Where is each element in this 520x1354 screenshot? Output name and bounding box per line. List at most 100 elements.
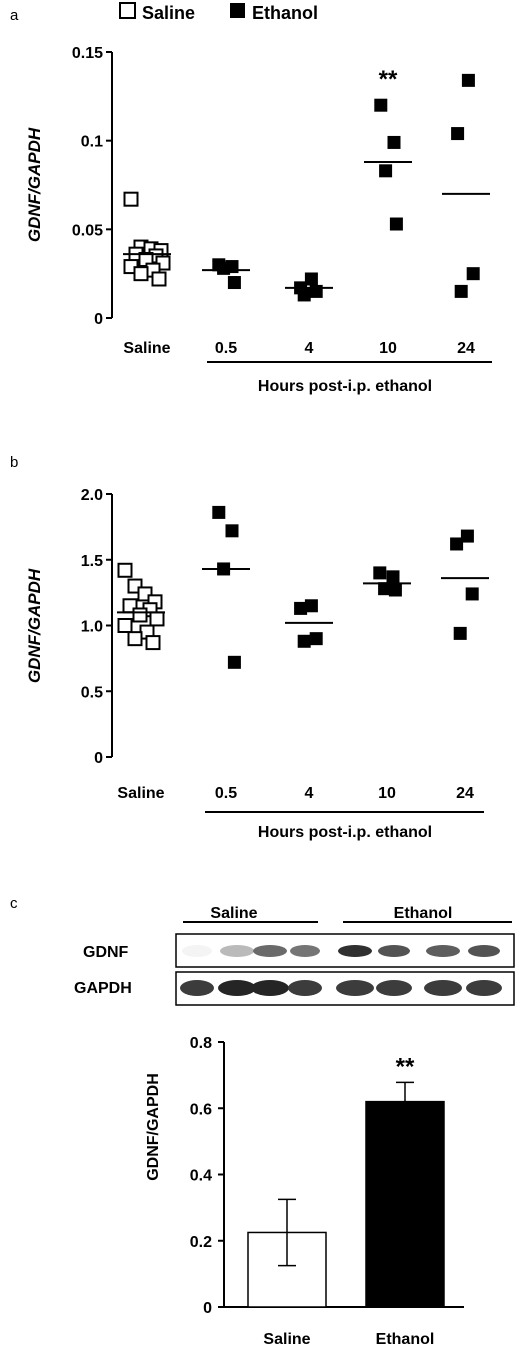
panel-b-y-axis-label: GDNF/GAPDH bbox=[25, 568, 44, 683]
panel-letter-b: b bbox=[10, 454, 18, 471]
legend-label-saline: Saline bbox=[142, 3, 195, 23]
panel-b-point-ethanol bbox=[453, 626, 467, 640]
panel-c-y-tick-label: 0.8 bbox=[190, 1035, 212, 1052]
panel-b-point-ethanol bbox=[465, 587, 479, 601]
panel-b-point-ethanol bbox=[304, 599, 318, 613]
blot-band-gapdh bbox=[288, 980, 322, 996]
blot-band-gdnf bbox=[338, 945, 372, 957]
panel-a-significance-label: ** bbox=[379, 66, 398, 93]
panel-a-point-ethanol bbox=[304, 272, 318, 286]
panel-c-x-tick-label: Saline bbox=[263, 1331, 310, 1348]
panel-b-point-saline bbox=[117, 562, 133, 578]
panel-b-point-ethanol bbox=[450, 537, 464, 551]
panel-c-y-tick-label: 0.4 bbox=[190, 1168, 212, 1185]
panel-b-y-tick-label: 0.5 bbox=[81, 684, 103, 701]
panel-b-point-ethanol bbox=[227, 655, 241, 669]
panel-b-point-ethanol bbox=[212, 505, 226, 519]
panel-a-group-label: Hours post-i.p. ethanol bbox=[258, 378, 432, 395]
blot-band-gdnf bbox=[182, 945, 212, 957]
panel-b-point-ethanol bbox=[460, 529, 474, 543]
panel-a-point-ethanol bbox=[309, 284, 323, 298]
panel-b-point-ethanol bbox=[297, 634, 311, 648]
panel-b-y-tick-label: 0 bbox=[94, 750, 103, 767]
blot-band-gdnf bbox=[220, 945, 254, 957]
panel-a-point-ethanol bbox=[387, 135, 401, 149]
panel-b-point-saline bbox=[145, 635, 161, 651]
panel-a-x-tick-label: 0.5 bbox=[215, 340, 237, 357]
blot-band-gapdh bbox=[180, 980, 214, 996]
panel-a-point-ethanol bbox=[227, 276, 241, 290]
panel-a-x-tick-label: 10 bbox=[379, 340, 397, 357]
panel-b-point-ethanol bbox=[373, 566, 387, 580]
panel-c-y-tick-label: 0.2 bbox=[190, 1234, 212, 1251]
panel-a-point-ethanol bbox=[217, 261, 231, 275]
blot-band-gapdh bbox=[218, 980, 256, 996]
panel-a-point-ethanol bbox=[451, 127, 465, 141]
blot-row-label-gapdh: GAPDH bbox=[74, 980, 132, 997]
panel-letter-a: a bbox=[10, 7, 19, 24]
panel-b-x-tick-label: 10 bbox=[378, 785, 396, 802]
legend-open-square bbox=[119, 2, 136, 19]
blot-band-gapdh bbox=[251, 980, 289, 996]
panel-a-y-axis-label: GDNF/GAPDH bbox=[25, 127, 44, 242]
legend-label-ethanol: Ethanol bbox=[252, 3, 318, 23]
blot-group-label-saline: Saline bbox=[210, 905, 257, 922]
panel-a-x-tick-label: Saline bbox=[123, 340, 170, 357]
panel-a-y-tick-label: 0.1 bbox=[81, 134, 103, 151]
blot-group-label-ethanol: Ethanol bbox=[394, 905, 453, 922]
panel-a-point-ethanol bbox=[374, 98, 388, 112]
panel-a-point-ethanol bbox=[297, 288, 311, 302]
panel-b-x-tick-label: 0.5 bbox=[215, 785, 237, 802]
blot-band-gdnf bbox=[378, 945, 410, 957]
panel-b-point-saline bbox=[149, 611, 165, 627]
panel-a-point-saline bbox=[151, 271, 167, 287]
panel-a-point-saline bbox=[123, 191, 139, 207]
panel-a-y-tick-label: 0.15 bbox=[72, 45, 103, 62]
panel-b-x-tick-label: 4 bbox=[305, 785, 314, 802]
panel-c-chart: GDNF/GAPDH 0 0.2 0.4 0.6 0.8 Saline Ethanol ** bbox=[145, 1035, 464, 1348]
panel-c-y-tick-label: 0 bbox=[203, 1300, 212, 1317]
blot-row-label-gdnf: GDNF bbox=[83, 944, 129, 961]
panel-b-x-tick-label: 24 bbox=[456, 785, 474, 802]
panel-c-x-tick-label: Ethanol bbox=[376, 1331, 435, 1348]
panel-b-point-ethanol bbox=[309, 632, 323, 646]
blot-band-gdnf bbox=[290, 945, 320, 957]
panel-b-point-saline bbox=[117, 618, 133, 633]
panel-a-point-ethanol bbox=[461, 73, 475, 87]
panel-c-y-tick-label: 0.6 bbox=[190, 1101, 212, 1118]
legend: Saline Ethanol bbox=[119, 2, 318, 23]
blot-band-gapdh bbox=[376, 980, 412, 996]
blot-band-gapdh bbox=[466, 980, 502, 996]
panel-a-chart: GDNF/GAPDH 0 0.05 0.1 0.15 Saline 0.5 4 10 24 **… bbox=[25, 45, 492, 395]
panel-b-x-tick-label: Saline bbox=[117, 785, 164, 802]
panel-b-point-saline bbox=[127, 631, 143, 647]
panel-b-point-ethanol bbox=[225, 524, 239, 538]
panel-a-point-ethanol bbox=[466, 267, 480, 281]
panel-b-y-tick-label: 1.5 bbox=[81, 553, 103, 570]
panel-a-x-tick-label: 4 bbox=[305, 340, 314, 357]
blot-band-gdnf bbox=[426, 945, 460, 957]
blot-band-gapdh bbox=[336, 980, 374, 996]
panel-c-bar-ethanol bbox=[365, 1100, 445, 1308]
panel-b-point-ethanol bbox=[388, 583, 402, 597]
panel-b-chart: GDNF/GAPDH 00.51.01.52.0 Saline 0.5 4 10 24 … bbox=[25, 487, 489, 841]
panel-c-y-axis-label: GDNF/GAPDH bbox=[145, 1073, 162, 1181]
panel-b-point-saline bbox=[132, 607, 148, 623]
panel-b-y-tick-label: 2.0 bbox=[81, 487, 103, 504]
panel-b-point-ethanol bbox=[294, 601, 308, 615]
panel-b-y-tick-label: 1.0 bbox=[81, 619, 103, 636]
panel-a-y-tick-label: 0 bbox=[94, 311, 103, 328]
panel-b-point-ethanol bbox=[386, 570, 400, 584]
legend-filled-square bbox=[230, 3, 245, 18]
panel-letter-c: c bbox=[10, 895, 18, 912]
panel-a-x-tick-label: 24 bbox=[457, 340, 475, 357]
blot-band-gapdh bbox=[424, 980, 462, 996]
panel-a-point-ethanol bbox=[454, 284, 468, 298]
panel-a-point-ethanol bbox=[389, 217, 403, 231]
panel-b-point-ethanol bbox=[378, 582, 392, 596]
blot-band-gdnf bbox=[253, 945, 287, 957]
western-blot: Saline Ethanol GDNF GAPDH bbox=[74, 905, 515, 1006]
blot-band-gdnf bbox=[468, 945, 500, 957]
panel-a-point-ethanol bbox=[379, 164, 393, 178]
panel-a-point-saline bbox=[133, 266, 149, 282]
